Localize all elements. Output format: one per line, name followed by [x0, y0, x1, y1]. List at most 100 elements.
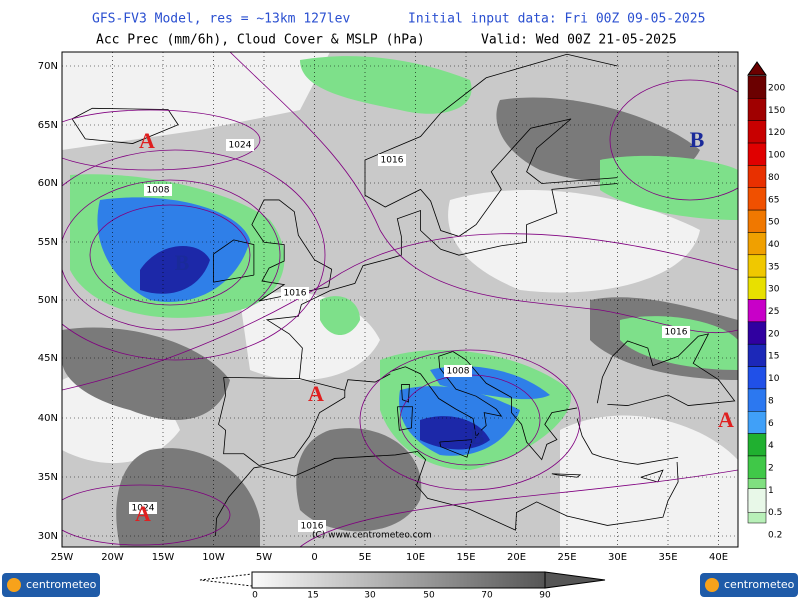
cloud-label: 90: [539, 591, 551, 600]
scale-label: 6: [768, 419, 774, 429]
pressure-center: A: [139, 128, 155, 153]
product-info: Acc Prec (mm/6h), Cloud Cover & MSLP (hP…: [96, 33, 425, 48]
isobar-label: 1008: [447, 367, 470, 377]
isobar-label-bg: [281, 287, 309, 299]
isobar-label: 1016: [284, 289, 307, 299]
lon-label: 35E: [658, 552, 677, 563]
scale-label: 4: [768, 441, 774, 451]
isobar-label-bg: [226, 139, 254, 151]
init-info: Initial input data: Fri 00Z 09-05-2025: [408, 12, 705, 27]
coastline: [390, 351, 503, 443]
scale-label: 25: [768, 307, 779, 317]
logo-text: centrometeo: [724, 578, 795, 591]
isobar-label: 1016: [381, 156, 404, 166]
lon-label: 10E: [406, 552, 425, 563]
scale-label: 0.5: [768, 508, 782, 518]
cloud-label: 0: [252, 591, 258, 600]
scale-box: [747, 343, 767, 367]
scale-box: [747, 299, 767, 323]
scale-box: [747, 142, 767, 166]
lat-label: 35N: [38, 472, 58, 483]
lat-label: 40N: [38, 413, 58, 424]
scale-label: 50: [768, 218, 780, 228]
isobar-label-bg: [378, 154, 406, 166]
scale-label: 30: [768, 285, 780, 295]
scale-label: 10: [768, 374, 780, 384]
logo-left: centrometeo: [2, 573, 100, 597]
logo-right: centrometeo: [700, 573, 798, 597]
scale-box: [747, 455, 767, 479]
isobar-label: 1016: [665, 328, 688, 338]
scale-label: 150: [768, 106, 785, 116]
isobar-label: 1024: [229, 141, 252, 151]
coastline: [439, 439, 473, 458]
scale-box: [747, 120, 767, 144]
scale-box: [747, 366, 767, 390]
isobar-label: 1016: [301, 522, 324, 532]
pressure-center: B: [175, 250, 190, 275]
lon-label: 30E: [608, 552, 627, 563]
coastline: [596, 333, 736, 406]
isobar-label-bg: [298, 520, 326, 532]
scale-box: [747, 75, 767, 99]
scale-label: 120: [768, 128, 785, 138]
scale-box: [747, 388, 767, 412]
coastline: [213, 239, 255, 283]
coastline: [215, 450, 679, 537]
isobar-label-bg: [129, 502, 157, 514]
coastline: [400, 384, 410, 403]
lon-label: 25E: [557, 552, 576, 563]
isobar-label-bg: [144, 184, 172, 196]
scale-label: 0.2: [768, 531, 782, 541]
cloud-bar: [251, 571, 546, 589]
scale-box: [747, 98, 767, 121]
isobar-label: 1024: [132, 504, 155, 514]
scale-label: 40: [768, 240, 780, 250]
scale-label: 100: [768, 151, 785, 161]
cloud-label: 50: [423, 591, 435, 600]
pressure-center: B: [470, 424, 485, 449]
coastline: [452, 351, 578, 461]
lon-label: 10W: [202, 552, 225, 563]
lat-label: 65N: [38, 120, 58, 131]
scale-label: 200: [768, 84, 785, 94]
lat-label: 50N: [38, 295, 58, 306]
valid-info: Valid: Wed 00Z 21-05-2025: [481, 33, 677, 48]
lon-label: 15W: [152, 552, 175, 563]
pressure-center: A: [718, 407, 734, 432]
scale-box: [747, 433, 767, 457]
lon-label: 15E: [456, 552, 475, 563]
scale-arrow: [747, 61, 767, 76]
scale-box: [747, 321, 767, 345]
scale-label: 80: [768, 173, 780, 183]
lat-label: 60N: [38, 178, 58, 189]
coastline: [396, 406, 413, 431]
lon-label: 40E: [709, 552, 728, 563]
lat-label: 45N: [38, 353, 58, 364]
scale-label: 15: [768, 352, 779, 362]
coastline: [576, 418, 679, 465]
model-info: GFS-FV3 Model, res = ~13km 127lev: [92, 12, 350, 27]
cloud-label: 30: [364, 591, 376, 600]
copyright: (C) www.centrometeo.com: [312, 531, 432, 541]
lon-label: 20E: [507, 552, 526, 563]
lon-label: 5E: [359, 552, 372, 563]
lon-label: 5W: [256, 552, 272, 563]
lon-label: 20W: [101, 552, 124, 563]
scale-box: [747, 165, 767, 188]
scale-label: 1: [768, 486, 774, 496]
cloud-label: 70: [481, 591, 493, 600]
isobar-label-bg: [444, 365, 472, 377]
scale-box: [747, 276, 767, 300]
scale-box: [747, 411, 767, 434]
lat-label: 55N: [38, 237, 58, 248]
coastline: [551, 473, 582, 478]
logo-text: centrometeo: [26, 578, 97, 591]
scale-box: [747, 488, 767, 513]
scale-label: 20: [768, 329, 780, 339]
map-frame: [61, 51, 739, 548]
scale-box: [747, 187, 767, 211]
pressure-center: A: [308, 381, 324, 406]
coastline: [344, 373, 391, 391]
